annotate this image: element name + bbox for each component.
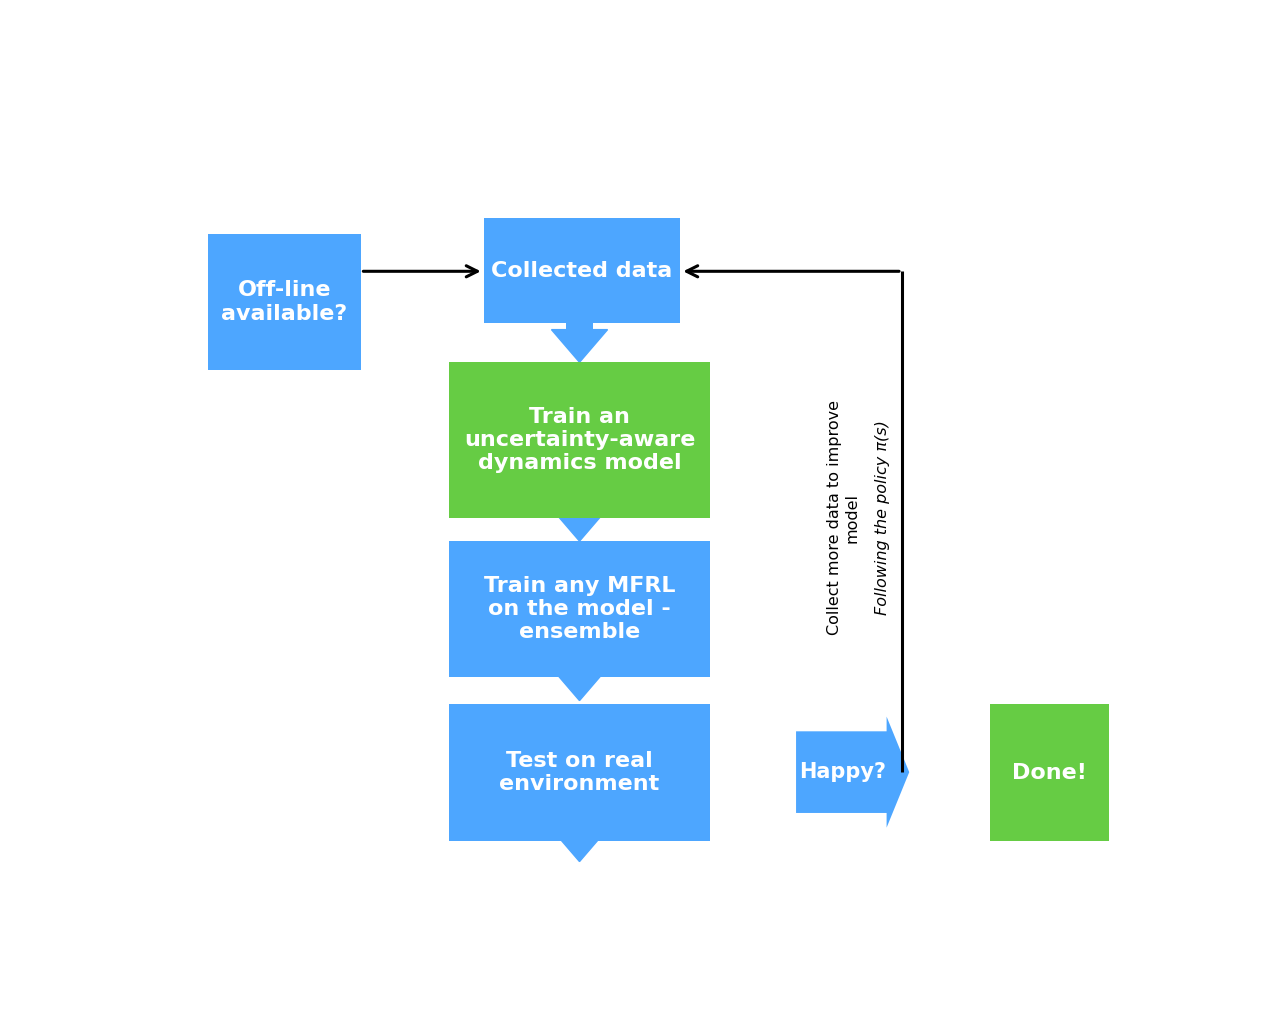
Bar	[565, 323, 593, 329]
Polygon shape	[551, 508, 607, 541]
Polygon shape	[796, 717, 909, 827]
Text: Following the policy π(s): Following the policy π(s)	[875, 420, 890, 615]
Bar	[565, 508, 593, 518]
Text: Done!: Done!	[1012, 763, 1087, 783]
FancyBboxPatch shape	[208, 234, 361, 370]
Bar	[565, 668, 593, 678]
Text: Collect more data to improve
model: Collect more data to improve model	[827, 400, 859, 635]
Text: Train an
uncertainty-aware
dynamics model: Train an uncertainty-aware dynamics mode…	[464, 407, 695, 474]
FancyBboxPatch shape	[450, 363, 710, 518]
FancyBboxPatch shape	[450, 541, 710, 678]
Text: Train any MFRL
on the model -
ensemble: Train any MFRL on the model - ensemble	[484, 576, 676, 642]
Polygon shape	[551, 329, 607, 363]
Polygon shape	[551, 668, 607, 701]
Polygon shape	[551, 829, 607, 862]
Bar	[565, 829, 593, 840]
FancyBboxPatch shape	[991, 705, 1109, 840]
Text: Collected data: Collected data	[491, 261, 673, 281]
Text: Test on real
environment: Test on real environment	[499, 750, 659, 794]
FancyBboxPatch shape	[450, 705, 710, 840]
Text: Happy?: Happy?	[799, 763, 886, 782]
FancyBboxPatch shape	[484, 218, 681, 323]
Text: Off-line
available?: Off-line available?	[221, 281, 348, 323]
